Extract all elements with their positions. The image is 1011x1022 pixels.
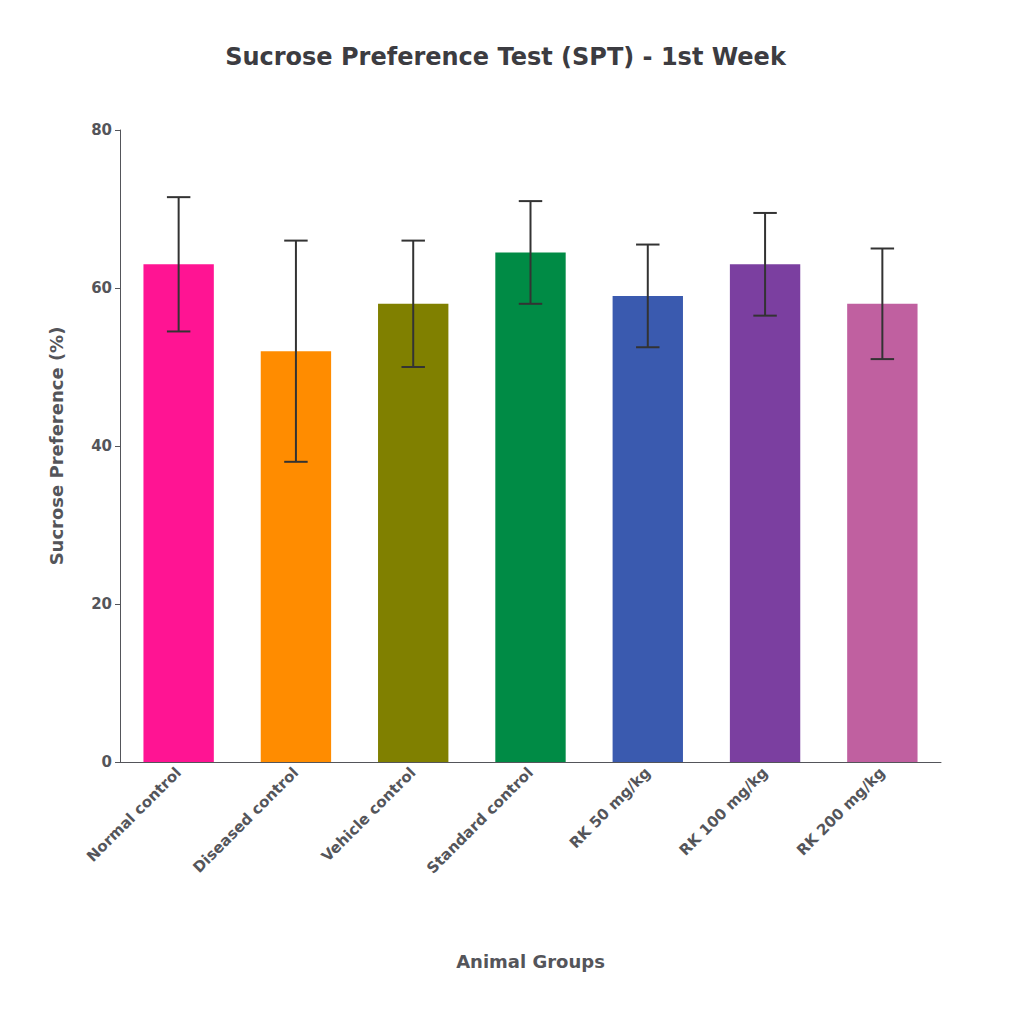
svg-text:Sucrose Preference Test (SPT): Sucrose Preference Test (SPT) - 1st Week bbox=[225, 43, 787, 71]
svg-text:Sucrose Preference (%): Sucrose Preference (%) bbox=[46, 327, 67, 566]
svg-text:80: 80 bbox=[91, 121, 112, 139]
svg-text:Animal Groups: Animal Groups bbox=[456, 951, 605, 972]
svg-text:20: 20 bbox=[91, 595, 112, 613]
svg-text:Diseased control: Diseased control bbox=[189, 764, 302, 877]
svg-text:60: 60 bbox=[91, 279, 112, 297]
svg-text:40: 40 bbox=[91, 437, 112, 455]
svg-text:Standard control: Standard control bbox=[423, 764, 537, 878]
svg-text:RK 100 mg/kg: RK 100 mg/kg bbox=[676, 764, 772, 860]
svg-text:Vehicle control: Vehicle control bbox=[318, 764, 420, 866]
svg-text:Normal control: Normal control bbox=[83, 764, 185, 866]
svg-text:RK 50 mg/kg: RK 50 mg/kg bbox=[566, 764, 654, 852]
svg-text:0: 0 bbox=[102, 753, 112, 771]
svg-text:RK 200 mg/kg: RK 200 mg/kg bbox=[793, 764, 889, 860]
